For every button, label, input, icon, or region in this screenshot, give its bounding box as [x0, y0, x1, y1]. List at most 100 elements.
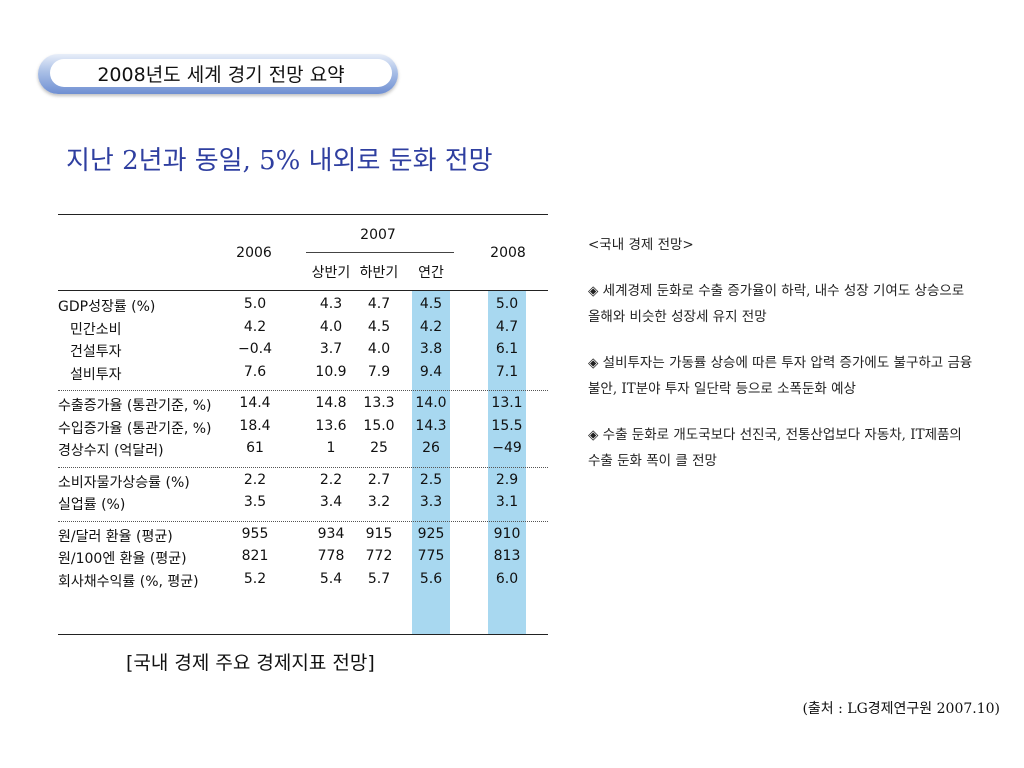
header-2008: 2008 [490, 245, 526, 261]
group-separator [58, 390, 548, 391]
table-cell: −0.4 [238, 341, 272, 357]
table-cell: 25 [370, 440, 388, 456]
table-cell: 1 [326, 440, 336, 456]
row-label: 회사채수익률 (%, 평균) [58, 573, 199, 590]
header-2007-rule [306, 252, 454, 253]
table-row: 원/달러 환율 (평균) 955 934 915 925 910 [58, 526, 548, 548]
header-first-half: 상반기 [311, 265, 351, 281]
row-label: 소비자물가상승률 (%) [58, 474, 190, 491]
table-cell: 925 [417, 525, 445, 542]
table-cell: 5.2 [243, 570, 267, 587]
table-cell: 6.1 [495, 341, 519, 357]
header-2007: 2007 [360, 227, 396, 243]
header-second-half: 하반기 [359, 265, 399, 281]
domestic-outlook-notes: <국내 경제 전망> ◈ 세계경제 둔화로 수출 증가율이 하락, 내수 성장 … [588, 232, 978, 494]
table-row: 수출증가율 (통관기준, %) 14.4 14.8 13.3 14.0 13.1 [58, 395, 548, 417]
table-cell: 910 [493, 525, 521, 542]
table-cell: 915 [365, 525, 393, 542]
table-row: 설비투자 7.6 10.9 7.9 9.4 7.1 [58, 364, 548, 386]
table-caption: [국내 경제 주요 경제지표 전망] [126, 652, 375, 674]
table-cell: 18.4 [239, 417, 271, 434]
table-cell: 5.6 [419, 570, 443, 587]
table-cell: 4.5 [367, 318, 391, 335]
headline: 지난 2년과 동일, 5% 내외로 둔화 전망 [66, 146, 493, 176]
table-cell: 13.1 [491, 395, 523, 411]
table-cell: 4.2 [243, 318, 267, 335]
table-cell: 3.4 [319, 494, 343, 510]
table-cell: 3.1 [495, 494, 519, 510]
table-cell: 6.0 [495, 570, 519, 587]
table-row: GDP성장률 (%) 5.0 4.3 4.7 4.5 5.0 [58, 296, 548, 318]
row-label: 원/100엔 환율 (평균) [58, 551, 187, 567]
table-cell: 10.9 [315, 363, 347, 380]
table-cell: 4.0 [319, 318, 343, 335]
row-label: 수입증가율 (통관기준, %) [58, 420, 212, 437]
table-row: 회사채수익률 (%, 평균) 5.2 5.4 5.7 5.6 6.0 [58, 571, 548, 593]
table-cell: 5.0 [243, 296, 267, 312]
table-cell: 778 [317, 548, 345, 564]
table-cell: 4.2 [419, 318, 443, 335]
row-label: 수출증가율 (통관기준, %) [58, 398, 212, 414]
row-label: GDP성장률 (%) [58, 299, 156, 315]
table-cell: 813 [493, 548, 521, 564]
table-cell: 955 [241, 525, 269, 542]
table-cell: 3.7 [319, 341, 343, 357]
table-row: 실업률 (%) 3.5 3.4 3.2 3.3 3.1 [58, 494, 548, 516]
table-cell: 4.5 [419, 296, 443, 312]
table-row: 건설투자 −0.4 3.7 4.0 3.8 6.1 [58, 341, 548, 363]
table-cell: 772 [365, 548, 393, 564]
table-cell: 2.5 [419, 471, 443, 488]
table-cell: 61 [246, 440, 264, 456]
source-citation: (출처 : LG경제연구원 2007.10) [802, 701, 1000, 717]
table-cell: 3.5 [243, 494, 267, 510]
slide-title: 2008년도 세계 경기 전망 요약 [50, 59, 392, 87]
note-bullet-2: ◈ 설비투자는 가동률 상승에 따른 투자 압력 증가에도 불구하고 금융 불안… [588, 355, 973, 397]
row-label: 건설투자 [70, 344, 122, 360]
table-cell: 5.7 [367, 570, 391, 587]
table-cell: 14.4 [239, 395, 271, 411]
table-row: 소비자물가상승률 (%) 2.2 2.2 2.7 2.5 2.9 [58, 472, 548, 494]
group-separator [58, 520, 548, 522]
table-cell: 2.9 [495, 471, 519, 488]
table-cell: 3.3 [419, 494, 443, 510]
table-cell: −49 [492, 440, 522, 456]
table-cell: 3.2 [367, 494, 391, 510]
table-cell: 14.0 [415, 395, 447, 411]
table-cell: 4.7 [495, 318, 519, 335]
table-row: 원/100엔 환율 (평균) 821 778 772 775 813 [58, 548, 548, 570]
header-2006: 2006 [236, 245, 272, 261]
note-bullet-3: ◈ 수출 둔화로 개도국보다 선진국, 전통산업보다 자동차, IT제품의 수출… [588, 427, 962, 469]
slide-title-pill: 2008년도 세계 경기 전망 요약 [38, 54, 398, 94]
note-bullet-1: ◈ 세계경제 둔화로 수출 증가율이 하락, 내수 성장 기여도 상승으로 올해… [588, 283, 965, 325]
table-bottom-rule [58, 634, 548, 635]
header-annual: 연간 [418, 265, 444, 281]
year-2008-highlight [488, 290, 526, 634]
table-cell: 9.4 [419, 363, 443, 380]
table-cell: 5.4 [319, 570, 343, 587]
header-bottom-rule [58, 290, 548, 291]
table-cell: 3.8 [419, 341, 443, 357]
table-cell: 934 [317, 525, 345, 542]
table-top-rule [58, 214, 548, 215]
table-cell: 15.5 [491, 417, 523, 434]
table-cell: 4.0 [367, 341, 391, 357]
economic-indicator-table: 2006 2007 상반기 하반기 연간 2008 GDP성장률 (%) 5.0 4… [58, 212, 548, 636]
table-row: 수입증가율 (통관기준, %) 18.4 13.6 15.0 14.3 15.5 [58, 418, 548, 440]
table-cell: 5.0 [495, 296, 519, 312]
group-separator [58, 466, 548, 468]
table-cell: 14.8 [315, 395, 347, 411]
table-cell: 13.6 [315, 417, 347, 434]
row-label: 설비투자 [70, 366, 122, 383]
notes-heading: <국내 경제 전망> [588, 237, 694, 253]
table-cell: 14.3 [415, 417, 447, 434]
table-cell: 4.3 [319, 296, 343, 312]
table-cell: 15.0 [363, 417, 395, 434]
table-row: 민간소비 4.2 4.0 4.5 4.2 4.7 [58, 319, 548, 341]
table-cell: 26 [422, 440, 440, 456]
table-cell: 7.9 [367, 363, 391, 380]
table-cell: 2.2 [243, 471, 267, 488]
table-cell: 821 [241, 548, 269, 564]
row-label: 실업률 (%) [58, 497, 126, 513]
table-cell: 7.6 [243, 363, 267, 380]
table-row: 경상수지 (억달러) 61 1 25 26 −49 [58, 440, 548, 462]
